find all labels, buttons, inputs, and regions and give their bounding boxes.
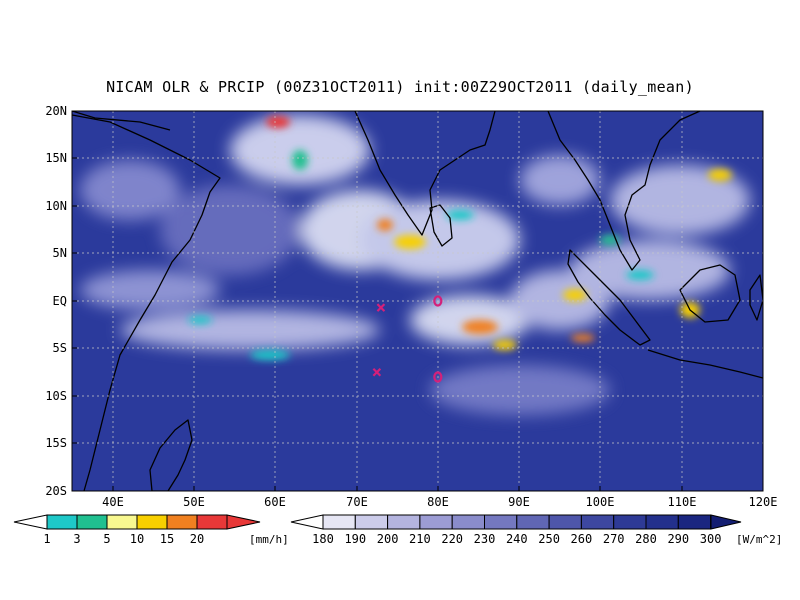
lat-label: 5S: [53, 341, 67, 355]
sulawesi-coast: [749, 274, 763, 321]
olr-legend-swatch: [419, 514, 453, 530]
lon-label: 50E: [183, 495, 205, 509]
lat-label: 10S: [45, 389, 67, 403]
precip-legend-swatch: [46, 514, 78, 530]
precip-legend: 1 3 5 10 15 20 [mm/h]: [13, 514, 289, 546]
olr-legend: 180 190 200 210 220 230 240 250 260 270 280 290 300 …: [290, 514, 782, 546]
precip-legend-label: 5: [103, 532, 110, 546]
precip-legend-low-arrow: [13, 514, 48, 530]
olr-legend-swatch: [645, 514, 679, 530]
precip-legend-swatch: [136, 514, 168, 530]
lat-label: 10N: [45, 199, 67, 213]
precip-legend-swatch: [196, 514, 228, 530]
olr-legend-label: 250: [538, 532, 560, 546]
olr-legend-label: 240: [506, 532, 528, 546]
chart-title: NICAM OLR & PRCIP (00Z31OCT2011) init:00…: [106, 78, 694, 96]
precip-legend-label: 20: [190, 532, 204, 546]
olr-legend-swatch: [451, 514, 486, 530]
lat-label: 20N: [45, 104, 67, 118]
olr-legend-swatch: [677, 514, 712, 530]
olr-legend-label: 220: [441, 532, 463, 546]
arabia-coast: [72, 111, 171, 131]
southeast-asia-coast: [547, 111, 701, 271]
olr-legend-label: 200: [377, 532, 399, 546]
olr-legend-label: 300: [700, 532, 722, 546]
olr-legend-label: 230: [474, 532, 496, 546]
precip-legend-unit: [mm/h]: [249, 533, 289, 546]
lat-label: 15N: [45, 151, 67, 165]
lat-label: 15S: [45, 436, 67, 450]
gridlines: [72, 111, 763, 491]
lon-label: 40E: [102, 495, 124, 509]
olr-legend-label: 210: [409, 532, 431, 546]
lon-label: 80E: [427, 495, 449, 509]
storm-marker-o: [433, 295, 443, 307]
java-coast: [647, 349, 763, 379]
olr-legend-label: 280: [635, 532, 657, 546]
lon-label: 60E: [264, 495, 286, 509]
olr-legend-swatch: [387, 514, 421, 530]
olr-legend-swatch: [516, 514, 550, 530]
olr-legend-swatch: [484, 514, 518, 530]
olr-legend-label: 190: [344, 532, 366, 546]
coastlines: [72, 111, 763, 491]
olr-legend-low-arrow: [290, 514, 324, 530]
axis-ticks: [72, 157, 683, 491]
precip-legend-high-arrow: [226, 514, 261, 530]
storm-markers: [372, 295, 443, 383]
lon-label: 110E: [668, 495, 697, 509]
precip-legend-swatch: [76, 514, 108, 530]
olr-legend-swatch: [354, 514, 389, 530]
lon-label: 70E: [346, 495, 368, 509]
india-coast: [354, 111, 496, 236]
sumatra-coast: [567, 249, 651, 346]
olr-legend-label: 180: [312, 532, 334, 546]
precip-legend-swatch: [166, 514, 198, 530]
lon-labels: 40E 50E 60E 70E 80E 90E 100E 110E 120E: [102, 495, 777, 509]
olr-legend-swatch: [322, 514, 356, 530]
borneo-coast: [679, 264, 741, 323]
lat-label: 5N: [53, 246, 67, 260]
lon-label: 120E: [749, 495, 778, 509]
precip-legend-label: 15: [160, 532, 174, 546]
lon-label: 90E: [508, 495, 530, 509]
lon-label: 100E: [586, 495, 615, 509]
olr-legend-swatch: [580, 514, 615, 530]
lat-labels: 20N 15N 10N 5N EQ 5S 10S 15S 20S: [45, 104, 67, 498]
storm-marker-o: [433, 371, 443, 383]
olr-legend-label: 290: [667, 532, 689, 546]
madagascar-coast: [149, 419, 193, 491]
precip-legend-label: 1: [43, 532, 50, 546]
olr-cloud-field: [80, 115, 750, 415]
africa-coast: [72, 114, 221, 491]
olr-legend-unit: [W/m^2]: [736, 533, 782, 546]
olr-legend-swatch: [548, 514, 582, 530]
olr-legend-label: 270: [603, 532, 625, 546]
storm-marker-x: [372, 367, 382, 377]
lat-label: 20S: [45, 484, 67, 498]
precip-legend-swatch: [106, 514, 138, 530]
precip-legend-label: 3: [73, 532, 80, 546]
olr-legend-swatch: [613, 514, 647, 530]
lat-label: EQ: [53, 294, 67, 308]
storm-marker-x: [376, 303, 386, 312]
sri-lanka-coast: [429, 204, 453, 247]
olr-legend-label: 260: [571, 532, 593, 546]
precip-legend-label: 10: [130, 532, 144, 546]
olr-legend-high-arrow: [710, 514, 742, 530]
